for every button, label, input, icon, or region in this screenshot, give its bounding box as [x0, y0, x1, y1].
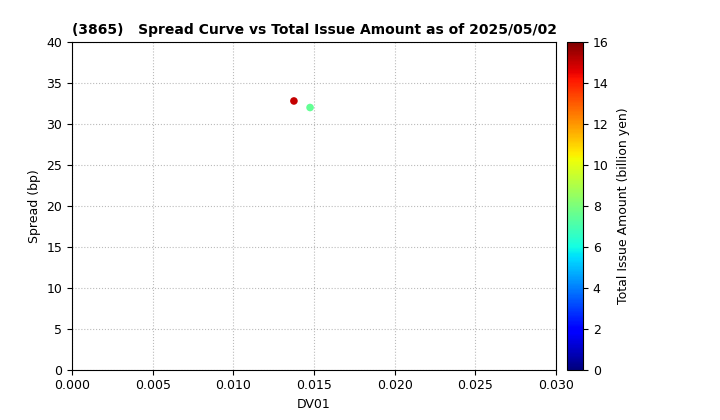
- Point: [288, 97, 300, 104]
- Text: (3865)   Spread Curve vs Total Issue Amount as of 2025/05/02: (3865) Spread Curve vs Total Issue Amoun…: [72, 23, 557, 37]
- Y-axis label: Total Issue Amount (billion yen): Total Issue Amount (billion yen): [617, 108, 630, 304]
- Point: [305, 104, 316, 111]
- Y-axis label: Spread (bp): Spread (bp): [28, 169, 41, 243]
- X-axis label: DV01: DV01: [297, 398, 331, 411]
